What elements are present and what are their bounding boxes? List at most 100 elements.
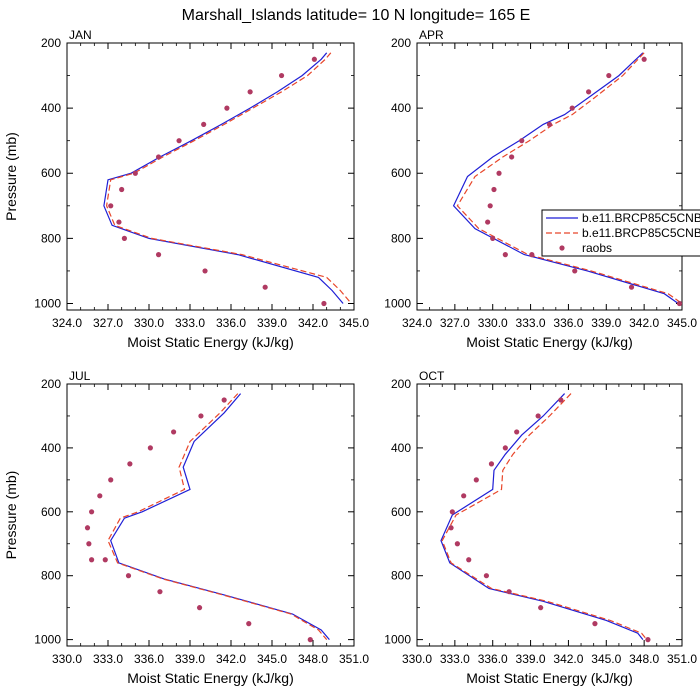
y-axis-label: Pressure (mb) (3, 471, 19, 560)
raobs-point (108, 477, 114, 483)
raobs-point (454, 541, 460, 547)
y-tick-label: 400 (391, 441, 411, 455)
raobs-point (461, 493, 467, 499)
raobs-point (119, 186, 125, 193)
series-line-model2 (441, 393, 648, 640)
raobs-point (86, 541, 92, 547)
x-tick-label: 327.0 (440, 316, 470, 330)
raobs-point (171, 429, 177, 435)
raobs-point (116, 219, 122, 225)
x-tick-label: 351.0 (339, 652, 369, 666)
y-tick-label: 400 (41, 101, 61, 115)
raobs-point (466, 557, 472, 563)
panel-jan: 324.0 327.0 330.0 333.0 336.0 339.0 342.0 345.0… (3, 28, 369, 350)
x-tick-label: 339.0 (257, 316, 287, 330)
y-tick-label: 800 (391, 569, 411, 583)
series-line-model1 (452, 52, 679, 304)
x-tick-label: 348.0 (629, 652, 659, 666)
raobs-point (502, 252, 508, 258)
raobs-point (202, 268, 208, 274)
x-tick-label: 330.0 (134, 316, 164, 330)
raobs-point (586, 89, 592, 95)
raobs-point (488, 461, 495, 467)
x-axis-label: Moist Static Energy (kJ/kg) (127, 334, 294, 350)
raobs-point (224, 105, 230, 111)
raobs-point (157, 589, 163, 595)
panel-title: APR (419, 28, 444, 42)
x-tick-label: 333.0 (175, 316, 205, 330)
raobs-point (262, 284, 268, 290)
raobs-point (102, 557, 108, 563)
x-axis-label: Moist Static Energy (kJ/kg) (466, 670, 633, 686)
x-tick-label: 324.0 (402, 316, 432, 330)
x-tick-label: 342.0 (553, 652, 583, 666)
raobs-point (519, 138, 525, 144)
raobs-point (125, 573, 132, 579)
legend: b.e11.BRCP85C5CNBDRD b.e11.BRCP85C5CNBDR… (541, 209, 700, 257)
x-tick-label: 336.0 (134, 652, 164, 666)
raobs-point (449, 509, 455, 515)
plot-frame (416, 383, 683, 647)
y-tick-label: 1000 (34, 633, 61, 647)
raobs-point (676, 300, 683, 307)
panel-jul: 330.0 333.0 336.0 339.0 342.0 345.0 348.0 351.0… (3, 369, 369, 686)
figure-title: Marshall_Islands latitude= 10 N longitud… (182, 7, 531, 24)
x-tick-label: 345.0 (339, 316, 369, 330)
y-tick-label: 800 (391, 231, 411, 245)
y-tick-label: 600 (41, 505, 61, 519)
x-tick-label: 333.0 (516, 316, 546, 330)
x-tick-label: 339.0 (516, 652, 546, 666)
raobs-point (198, 413, 204, 419)
raobs-point (628, 284, 635, 290)
series-line-model2 (456, 52, 683, 304)
raobs-point (483, 573, 490, 579)
raobs-point (606, 72, 612, 79)
raobs-point (201, 121, 207, 128)
raobs-point (311, 56, 317, 62)
panel-title: OCT (419, 369, 445, 383)
raobs-point (155, 252, 162, 258)
x-axis-label: Moist Static Energy (kJ/kg) (466, 334, 633, 350)
x-tick-label: 324.0 (52, 316, 82, 330)
raobs-point (448, 525, 454, 531)
y-tick-label: 1000 (34, 296, 61, 310)
raobs-point (572, 268, 578, 274)
y-tick-label: 600 (391, 166, 411, 180)
raobs-point (132, 170, 138, 176)
raobs-point (147, 445, 153, 451)
y-tick-label: 600 (41, 166, 61, 180)
x-tick-label: 330.0 (402, 652, 432, 666)
raobs-point (246, 621, 252, 627)
legend-label-model1: b.e11.BRCP85C5CNBDRD (582, 211, 700, 225)
x-axis-label: Moist Static Energy (kJ/kg) (127, 670, 294, 686)
raobs-point (592, 621, 598, 627)
raobs-point (196, 605, 203, 611)
y-tick-label: 200 (41, 377, 61, 391)
x-tick-label: 342.0 (298, 316, 328, 330)
y-tick-label: 200 (41, 36, 61, 50)
y-tick-label: 800 (41, 569, 61, 583)
raobs-point (176, 138, 182, 144)
plot-frame (66, 383, 355, 647)
x-tick-label: 327.0 (93, 316, 123, 330)
y-axis-label: Pressure (mb) (3, 132, 19, 221)
raobs-point (538, 605, 544, 611)
y-tick-label: 200 (391, 377, 411, 391)
y-tick-label: 200 (391, 36, 411, 50)
raobs-point (491, 186, 497, 193)
x-tick-label: 336.0 (553, 316, 583, 330)
raobs-point (645, 637, 651, 643)
raobs-point (502, 445, 508, 451)
x-tick-label: 342.0 (629, 316, 659, 330)
raobs-point (558, 397, 564, 403)
y-tick-label: 1000 (384, 296, 411, 310)
raobs-point (247, 89, 253, 95)
raobs-point (535, 413, 541, 419)
x-tick-label: 333.0 (440, 652, 470, 666)
x-tick-label: 330.0 (52, 652, 82, 666)
panel-apr: 324.0 327.0 330.0 333.0 336.0 339.0 342.0 345.0… (384, 28, 697, 350)
raobs-point (121, 235, 127, 241)
raobs-point (487, 203, 493, 209)
x-tick-label: 345.0 (667, 316, 697, 330)
